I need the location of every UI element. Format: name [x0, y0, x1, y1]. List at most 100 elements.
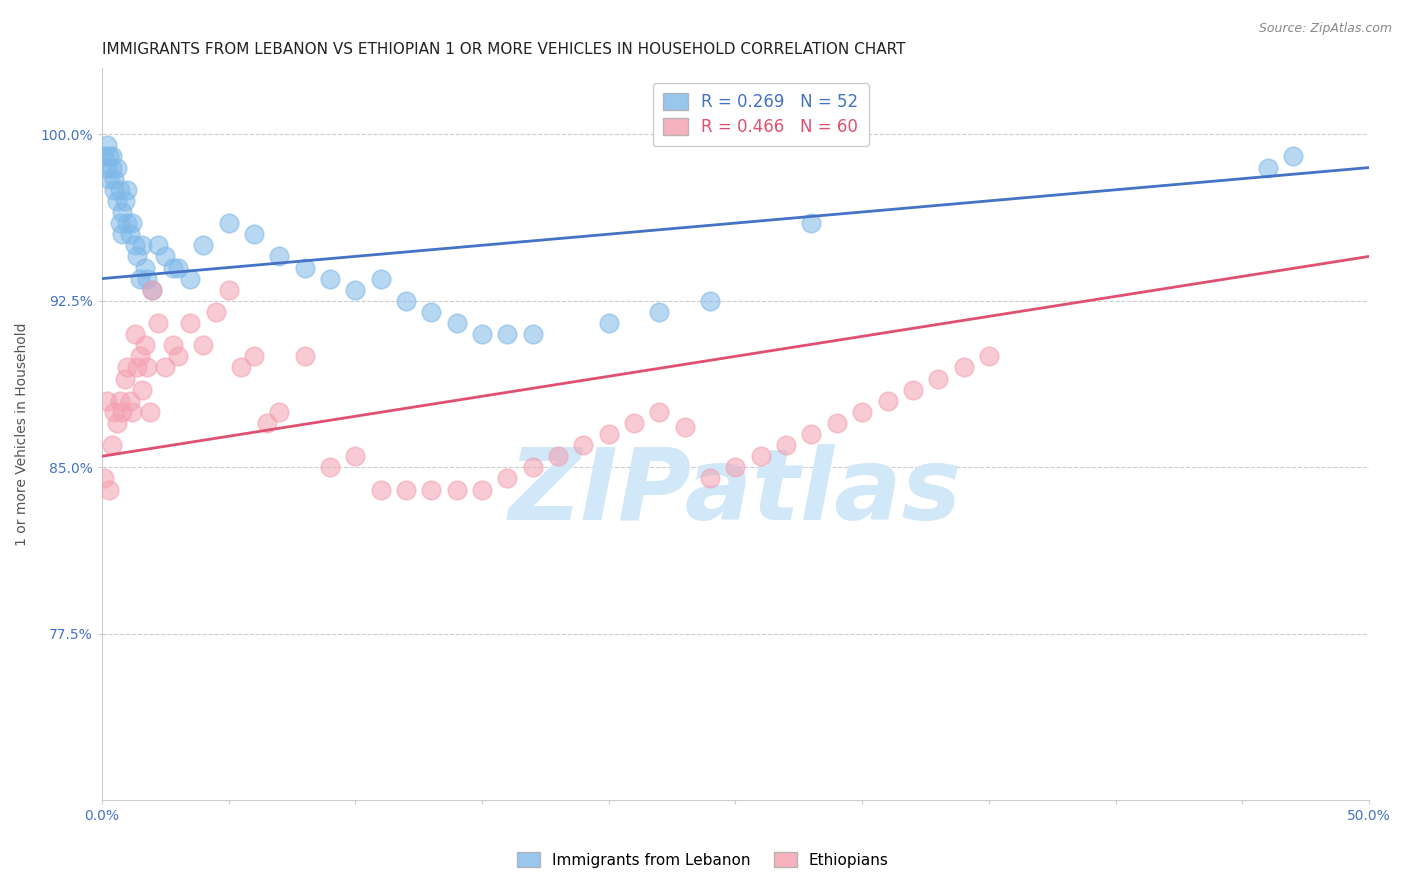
- Text: ZIPatlas: ZIPatlas: [509, 444, 962, 541]
- Point: [876, 393, 898, 408]
- Point: [115, 216, 138, 230]
- Point: [105, 416, 128, 430]
- Point: [370, 271, 392, 285]
- Point: [191, 338, 214, 352]
- Point: [977, 349, 1000, 363]
- Point: [395, 293, 418, 308]
- Point: [800, 427, 823, 442]
- Point: [547, 449, 569, 463]
- Point: [105, 161, 128, 175]
- Point: [166, 260, 188, 275]
- Point: [699, 293, 721, 308]
- Point: [269, 405, 291, 419]
- Point: [111, 405, 134, 419]
- Point: [166, 349, 188, 363]
- Point: [121, 405, 143, 419]
- Point: [496, 327, 519, 342]
- Point: [179, 271, 201, 285]
- Point: [146, 316, 169, 330]
- Point: [131, 383, 153, 397]
- Point: [598, 316, 620, 330]
- Point: [127, 249, 149, 263]
- Point: [114, 194, 136, 208]
- Point: [319, 460, 342, 475]
- Point: [93, 149, 115, 163]
- Point: [131, 238, 153, 252]
- Point: [699, 471, 721, 485]
- Point: [648, 305, 671, 319]
- Point: [101, 438, 124, 452]
- Point: [825, 416, 848, 430]
- Point: [901, 383, 924, 397]
- Y-axis label: 1 or more Vehicles in Household: 1 or more Vehicles in Household: [15, 322, 30, 546]
- Point: [108, 183, 131, 197]
- Point: [420, 483, 443, 497]
- Point: [724, 460, 747, 475]
- Point: [96, 161, 118, 175]
- Point: [136, 271, 159, 285]
- Point: [98, 149, 121, 163]
- Point: [446, 483, 468, 497]
- Point: [115, 360, 138, 375]
- Point: [319, 271, 342, 285]
- Point: [153, 360, 176, 375]
- Point: [623, 416, 645, 430]
- Point: [124, 327, 146, 342]
- Point: [139, 405, 162, 419]
- Point: [344, 283, 367, 297]
- Point: [851, 405, 873, 419]
- Point: [136, 360, 159, 375]
- Point: [111, 227, 134, 242]
- Point: [98, 483, 121, 497]
- Point: [96, 138, 118, 153]
- Point: [101, 161, 124, 175]
- Point: [141, 283, 163, 297]
- Point: [101, 149, 124, 163]
- Point: [105, 194, 128, 208]
- Point: [800, 216, 823, 230]
- Point: [108, 393, 131, 408]
- Point: [572, 438, 595, 452]
- Point: [127, 360, 149, 375]
- Point: [218, 283, 240, 297]
- Point: [522, 327, 544, 342]
- Point: [749, 449, 772, 463]
- Point: [93, 471, 115, 485]
- Point: [269, 249, 291, 263]
- Point: [231, 360, 253, 375]
- Point: [471, 483, 494, 497]
- Point: [103, 171, 125, 186]
- Point: [648, 405, 671, 419]
- Point: [256, 416, 278, 430]
- Point: [446, 316, 468, 330]
- Point: [191, 238, 214, 252]
- Point: [522, 460, 544, 475]
- Point: [218, 216, 240, 230]
- Point: [294, 349, 316, 363]
- Legend: R = 0.269   N = 52, R = 0.466   N = 60: R = 0.269 N = 52, R = 0.466 N = 60: [652, 83, 869, 146]
- Point: [598, 427, 620, 442]
- Point: [179, 316, 201, 330]
- Point: [121, 216, 143, 230]
- Point: [162, 260, 184, 275]
- Point: [146, 238, 169, 252]
- Point: [141, 283, 163, 297]
- Point: [1257, 161, 1279, 175]
- Point: [496, 471, 519, 485]
- Point: [294, 260, 316, 275]
- Point: [153, 249, 176, 263]
- Point: [205, 305, 228, 319]
- Text: Source: ZipAtlas.com: Source: ZipAtlas.com: [1258, 22, 1392, 36]
- Point: [1282, 149, 1305, 163]
- Point: [134, 260, 156, 275]
- Point: [243, 349, 266, 363]
- Point: [96, 393, 118, 408]
- Point: [124, 238, 146, 252]
- Point: [134, 338, 156, 352]
- Point: [118, 393, 141, 408]
- Text: IMMIGRANTS FROM LEBANON VS ETHIOPIAN 1 OR MORE VEHICLES IN HOUSEHOLD CORRELATION: IMMIGRANTS FROM LEBANON VS ETHIOPIAN 1 O…: [101, 42, 905, 57]
- Point: [673, 420, 696, 434]
- Point: [162, 338, 184, 352]
- Point: [128, 271, 150, 285]
- Point: [420, 305, 443, 319]
